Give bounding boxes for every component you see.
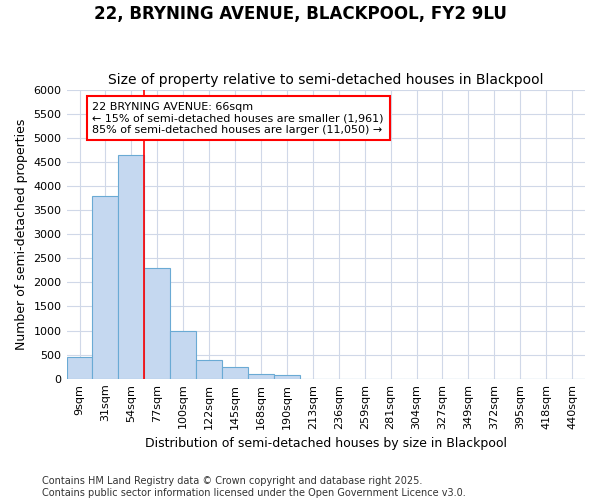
Bar [145, 268, 170, 379]
Text: Contains HM Land Registry data © Crown copyright and database right 2025.
Contai: Contains HM Land Registry data © Crown c… [42, 476, 466, 498]
Bar [274, 375, 300, 379]
Bar [92, 196, 118, 379]
Text: 22 BRYNING AVENUE: 66sqm
← 15% of semi-detached houses are smaller (1,961)
85% o: 22 BRYNING AVENUE: 66sqm ← 15% of semi-d… [92, 102, 384, 135]
Bar [170, 330, 196, 379]
Text: 22, BRYNING AVENUE, BLACKPOOL, FY2 9LU: 22, BRYNING AVENUE, BLACKPOOL, FY2 9LU [94, 5, 506, 23]
Bar [67, 357, 92, 379]
Bar [196, 360, 222, 379]
Bar [118, 154, 145, 379]
X-axis label: Distribution of semi-detached houses by size in Blackpool: Distribution of semi-detached houses by … [145, 437, 507, 450]
Bar [222, 367, 248, 379]
Bar [248, 374, 274, 379]
Title: Size of property relative to semi-detached houses in Blackpool: Size of property relative to semi-detach… [108, 73, 544, 87]
Y-axis label: Number of semi-detached properties: Number of semi-detached properties [15, 118, 28, 350]
